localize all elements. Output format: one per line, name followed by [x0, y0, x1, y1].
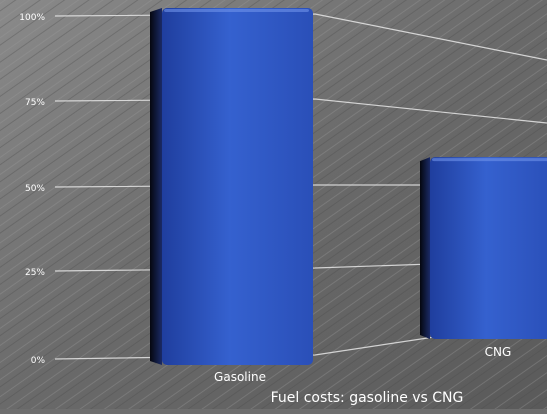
- y-tick-label: 75%: [25, 98, 45, 108]
- bar-highlight: [432, 158, 547, 162]
- y-tick-label: 50%: [25, 184, 45, 194]
- bar-side: [150, 8, 162, 365]
- bar-cng: [420, 157, 547, 339]
- bar-side: [420, 157, 430, 339]
- bar-front: [162, 8, 313, 365]
- bar-gasoline: [150, 8, 313, 365]
- x-axis-labels: Gasoline CNG: [214, 345, 511, 384]
- bar-front: [430, 157, 547, 339]
- x-tick-label: CNG: [485, 345, 512, 359]
- y-tick-label: 0%: [31, 356, 46, 366]
- chart-title: Fuel costs: gasoline vs CNG: [271, 390, 464, 406]
- gridline: [54, 13, 547, 61]
- y-tick-label: 25%: [25, 268, 45, 278]
- y-axis-ticks: 0% 25% 50% 75% 100%: [19, 13, 45, 366]
- gridline: [54, 98, 547, 124]
- x-tick-label: Gasoline: [214, 370, 266, 384]
- y-tick-label: 100%: [19, 13, 45, 23]
- bars: [150, 8, 547, 365]
- bar-highlight: [164, 9, 309, 12]
